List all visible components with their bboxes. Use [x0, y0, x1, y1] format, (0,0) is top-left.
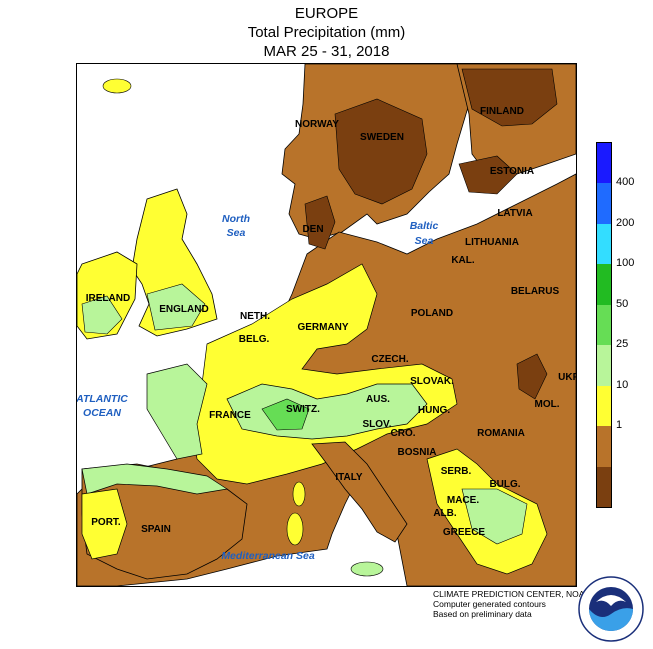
legend-tick-25: 25 — [616, 338, 629, 351]
label-cro: CRO. — [391, 428, 416, 439]
label-czech: CZECH. — [371, 354, 408, 365]
label-hung: HUNG. — [418, 405, 450, 416]
spain-north-wet-zone — [81, 463, 228, 495]
italy-peninsula — [311, 441, 408, 543]
label-france: FRANCE — [209, 410, 251, 421]
label-ireland: IRELAND — [86, 293, 130, 304]
label-port: PORT. — [91, 517, 121, 528]
label-mace: MACE. — [447, 495, 479, 506]
label-ukr: UKR — [558, 372, 576, 383]
legend-swatch — [597, 223, 611, 265]
legend-tick-1: 1 — [616, 419, 623, 432]
island-corsica — [292, 481, 306, 507]
credit-line-1: CLIMATE PREDICTION CENTER, NOAA — [433, 589, 591, 599]
label-mediterranean-sea: Mediterranean Sea — [221, 550, 315, 562]
alps-heavy-zone — [261, 398, 310, 431]
label-kal: KAL. — [451, 255, 475, 266]
label-england: ENGLAND — [159, 304, 208, 315]
legend-swatch — [597, 304, 611, 346]
legend-swatch — [597, 143, 611, 184]
legend-tick-10: 10 — [616, 378, 629, 391]
portugal-yellow-zone — [81, 488, 128, 560]
label-neth: NETH. — [240, 311, 270, 322]
label-baltic-sea-line1: Baltic — [410, 220, 439, 232]
precipitation-map: NORWAY SWEDEN FINLAND ESTONIA LATVIA LIT… — [76, 63, 577, 587]
label-mol: MOL. — [535, 399, 560, 410]
legend-swatch — [597, 345, 611, 386]
label-poland: POLAND — [411, 308, 453, 319]
legend-swatch — [597, 264, 611, 305]
label-lithuania: LITHUANIA — [465, 237, 519, 248]
label-atlantic-ocean-line1: ATLANTIC — [77, 393, 128, 405]
label-sweden: SWEDEN — [360, 132, 404, 143]
map-canvas: NORWAY SWEDEN FINLAND ESTONIA LATVIA LIT… — [77, 64, 576, 586]
label-romania: ROMANIA — [477, 428, 525, 439]
label-bulg: BULG. — [489, 479, 520, 490]
label-germany: GERMANY — [297, 322, 348, 333]
label-north-sea-line2: Sea — [227, 227, 246, 239]
label-slovak: SLOVAK. — [410, 376, 454, 387]
legend-swatch — [597, 385, 611, 427]
label-spain: SPAIN — [141, 524, 171, 535]
baltic-dry-zone — [458, 155, 518, 195]
island-sicily — [350, 561, 384, 577]
sea-labels: North Sea Baltic Sea ATLANTIC OCEAN Medi… — [77, 213, 438, 562]
eastern-dry-patch — [516, 353, 548, 400]
land-layer — [77, 64, 576, 586]
noaa-logo — [578, 576, 644, 642]
map-date-range: MAR 25 - 31, 2018 — [263, 43, 390, 60]
map-subtitle: Total Precipitation (mm) — [247, 24, 406, 41]
label-finland: FINLAND — [480, 106, 524, 117]
denmark-dry-zone — [304, 195, 336, 250]
label-den: DEN — [302, 224, 323, 235]
label-belarus: BELARUS — [511, 286, 560, 297]
credit-line-3: Based on preliminary data — [433, 609, 532, 619]
france-atlantic-wet-zone — [146, 363, 208, 460]
label-atlantic-ocean-line2: OCEAN — [83, 407, 121, 419]
legend-tick-100: 100 — [616, 257, 635, 270]
finland-dry-zone — [461, 68, 558, 127]
legend-swatch — [597, 183, 611, 224]
map-title: EUROPE — [294, 5, 359, 22]
credit-line-2: Computer generated contours — [433, 599, 546, 609]
label-north-sea-line1: North — [222, 213, 250, 225]
country-labels: NORWAY SWEDEN FINLAND ESTONIA LATVIA LIT… — [86, 106, 576, 538]
label-switz: SWITZ. — [286, 404, 320, 415]
legend-swatch — [597, 466, 611, 507]
legend-tick-200: 200 — [616, 216, 635, 229]
label-greece: GREECE — [443, 527, 486, 538]
legend-tick-50: 50 — [616, 297, 629, 310]
label-alb: ALB. — [433, 508, 457, 519]
balkans-wet-zone — [461, 488, 528, 545]
ireland-wet-zone — [81, 295, 123, 335]
island-north-atlantic — [102, 78, 132, 94]
label-latvia: LATVIA — [497, 208, 532, 219]
label-slov: SLOV. — [362, 419, 391, 430]
label-serb: SERB. — [441, 466, 472, 477]
legend-tick-400: 400 — [616, 176, 635, 189]
label-baltic-sea-line2: Sea — [415, 235, 434, 247]
label-bosnia: BOSNIA — [398, 447, 437, 458]
precipitation-legend — [596, 142, 612, 508]
label-belg: BELG. — [239, 334, 270, 345]
legend-swatch — [597, 426, 611, 467]
label-aus: AUS. — [366, 394, 390, 405]
label-italy: ITALY — [335, 472, 363, 483]
scandinavia-dry-zone — [334, 98, 428, 205]
label-norway: NORWAY — [295, 119, 339, 130]
island-sardinia — [286, 512, 304, 546]
england-wet-zone — [146, 283, 206, 331]
label-estonia: ESTONIA — [490, 166, 534, 177]
